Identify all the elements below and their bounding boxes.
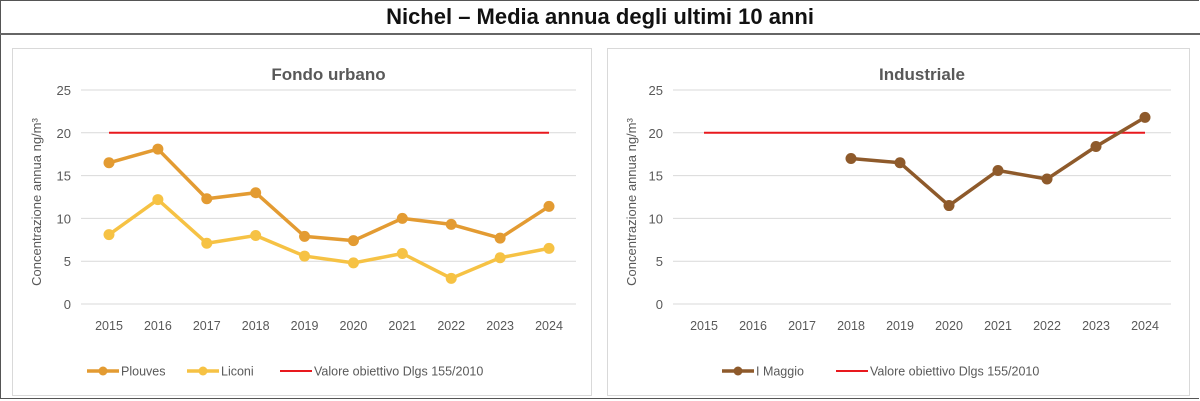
data-point-plouves — [494, 232, 506, 244]
data-point-plouves — [396, 212, 408, 224]
y-tick-label: 25 — [57, 83, 71, 98]
x-tick-label: 2017 — [193, 319, 221, 333]
x-tick-label: 2021 — [388, 319, 416, 333]
y-tick-label: 0 — [64, 297, 71, 312]
data-point-liconi — [543, 242, 555, 254]
y-tick-label: 15 — [649, 169, 663, 184]
series-line-liconi — [107, 197, 550, 281]
chart-industriale: Industriale 0 5 10 15 20 25 Concentrazione annu… — [607, 48, 1190, 396]
x-tick-label: 2023 — [1082, 319, 1110, 333]
data-point-liconi — [152, 194, 164, 206]
data-point-liconi — [299, 250, 311, 262]
data-point-i-maggio — [1139, 111, 1151, 123]
legend-label-valore-obiettivo-dlgs-155-2010: Valore obiettivo Dlgs 155/2010 — [870, 365, 1039, 379]
x-tick-label: 2023 — [486, 319, 514, 333]
y-axis-label: Concentrazione annua ng/m³ — [624, 118, 639, 286]
x-tick-label: 2015 — [95, 319, 123, 333]
y-tick-label: 0 — [656, 297, 663, 312]
x-tick-label: 2018 — [242, 319, 270, 333]
data-point-liconi — [494, 252, 506, 264]
x-tick-label: 2016 — [144, 319, 172, 333]
data-point-plouves — [103, 157, 115, 169]
data-point-plouves — [152, 143, 164, 155]
data-point-i-maggio — [894, 157, 906, 169]
data-point-liconi — [347, 257, 359, 269]
y-tick-label: 5 — [64, 254, 71, 269]
chart-svg-industriale: Industriale 0 5 10 15 20 25 Concentrazione annu… — [624, 65, 1171, 379]
y-tick-label: 10 — [649, 211, 663, 226]
y-axis-label: Concentrazione annua ng/m³ — [29, 118, 44, 286]
legend-label-plouves: Plouves — [121, 365, 165, 379]
data-point-i-maggio — [943, 200, 955, 212]
y-tick-label: 15 — [57, 169, 71, 184]
chart-title: Fondo urbano — [271, 65, 385, 84]
y-tick-label: 25 — [649, 83, 663, 98]
x-tick-label: 2015 — [690, 319, 718, 333]
data-point-liconi — [250, 230, 262, 242]
data-point-i-maggio — [1041, 173, 1053, 185]
x-tick-label: 2017 — [788, 319, 816, 333]
data-point-plouves — [250, 187, 262, 199]
x-tick-label: 2022 — [1033, 319, 1061, 333]
x-tick-label: 2020 — [935, 319, 963, 333]
y-tick-label: 20 — [57, 126, 71, 141]
legend-marker-liconi — [198, 366, 208, 376]
data-point-i-maggio — [845, 152, 857, 164]
legend-label-i-maggio: I Maggio — [756, 365, 804, 379]
chart-title: Industriale — [879, 65, 965, 84]
data-point-i-maggio — [992, 164, 1004, 176]
x-tick-label: 2024 — [1131, 319, 1159, 333]
x-tick-label: 2022 — [437, 319, 465, 333]
y-tick-label: 5 — [656, 254, 663, 269]
x-tick-label: 2016 — [739, 319, 767, 333]
chart-svg-fondo-urbano: Fondo urbano 0 5 10 15 20 25 Concentrazione ann… — [29, 65, 576, 379]
chart-fondo-urbano: Fondo urbano 0 5 10 15 20 25 Concentrazione ann… — [12, 48, 592, 396]
data-point-plouves — [299, 230, 311, 242]
data-point-plouves — [201, 193, 213, 205]
legend-marker-plouves — [98, 366, 108, 376]
data-point-liconi — [396, 247, 408, 259]
page-title: Nichel – Media annua degli ultimi 10 ann… — [0, 0, 1200, 35]
x-tick-label: 2020 — [340, 319, 368, 333]
x-tick-label: 2018 — [837, 319, 865, 333]
data-point-plouves — [445, 218, 457, 230]
legend-label-valore-obiettivo-dlgs-155-2010: Valore obiettivo Dlgs 155/2010 — [314, 365, 483, 379]
data-point-liconi — [445, 272, 457, 284]
data-point-plouves — [543, 200, 555, 212]
series-line-plouves — [108, 147, 550, 243]
x-tick-label: 2021 — [984, 319, 1012, 333]
x-tick-label: 2019 — [291, 319, 319, 333]
data-point-liconi — [201, 237, 213, 249]
y-tick-label: 10 — [57, 211, 71, 226]
data-point-liconi — [103, 229, 115, 241]
x-tick-label: 2019 — [886, 319, 914, 333]
y-tick-label: 20 — [649, 126, 663, 141]
x-tick-label: 2024 — [535, 319, 563, 333]
data-point-i-maggio — [1090, 140, 1102, 152]
legend-marker-i-maggio — [733, 366, 743, 376]
legend-label-liconi: Liconi — [221, 365, 254, 379]
data-point-plouves — [347, 235, 359, 247]
